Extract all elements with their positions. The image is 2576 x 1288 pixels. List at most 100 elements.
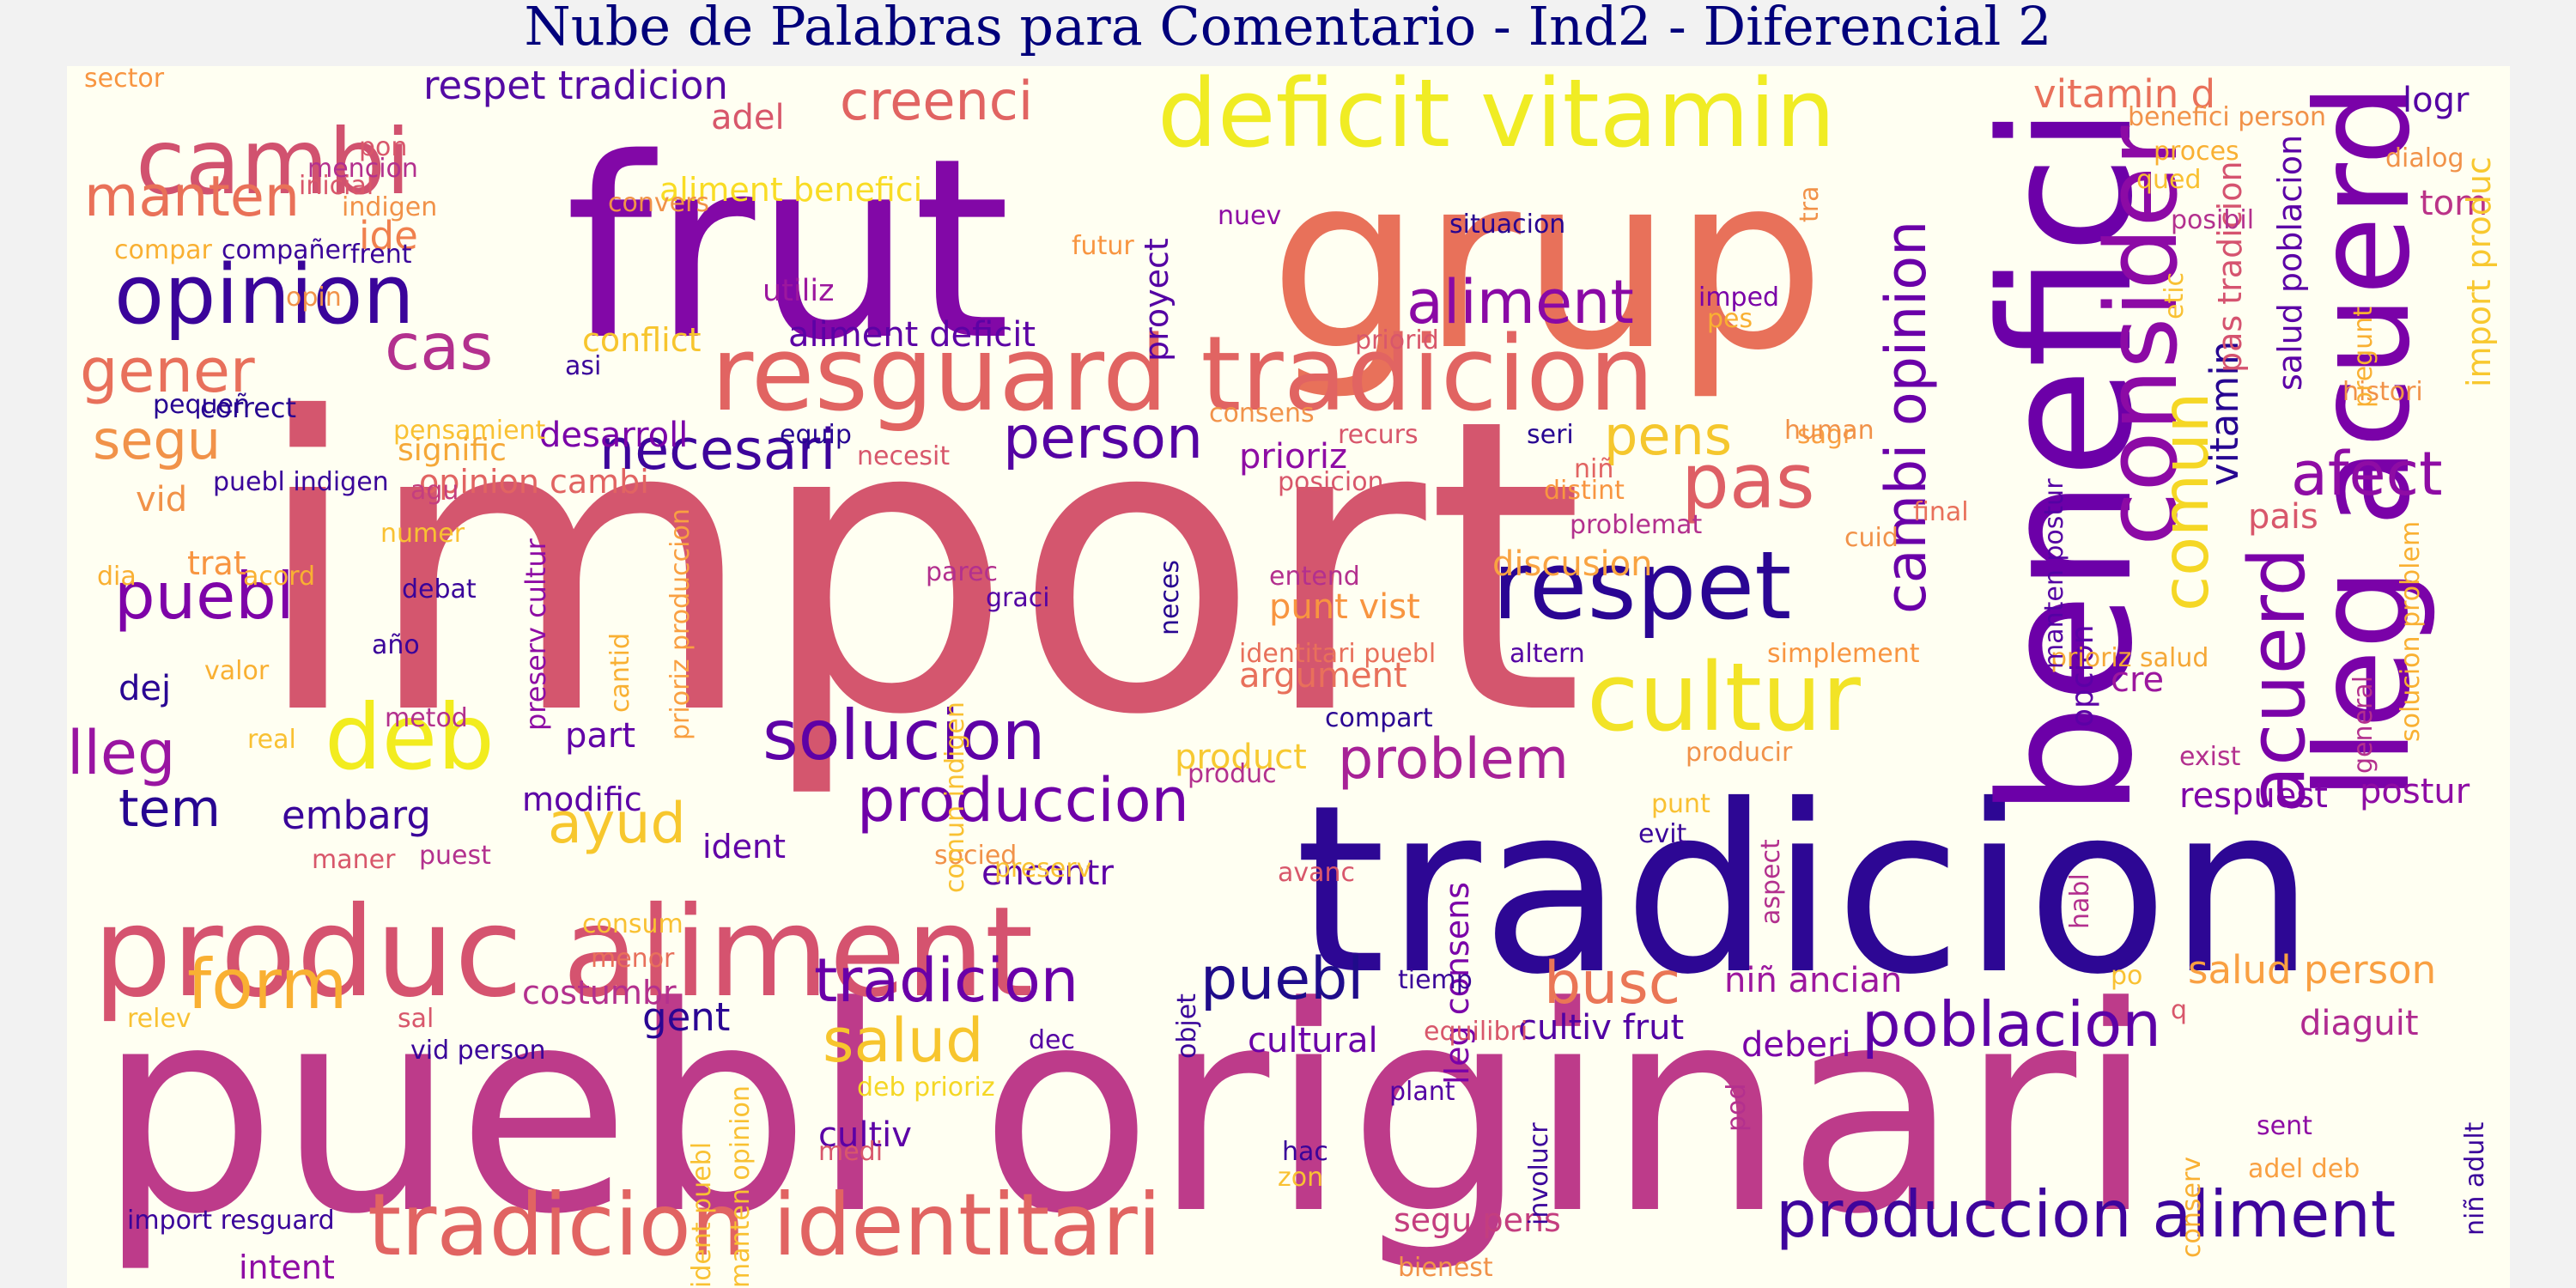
word-manten-opinion: manten opinion [726,1085,756,1288]
word-salud-person: salud person [2188,947,2437,993]
word-respet-tradicion: respet tradicion [423,66,728,108]
word-cuid: cuid [1844,523,1899,553]
word-aliment: aliment [1406,267,1634,337]
word-poblacion: poblacion [1862,988,2161,1060]
word-mencion: mencion [307,154,418,184]
word-exist: exist [2179,742,2241,772]
word-dialog: dialog [2385,143,2464,173]
word-logr: logr [2403,81,2470,120]
word-form: form [187,945,348,1024]
word-pes: pes [1707,304,1753,334]
word-cas: cas [385,309,494,385]
word-situacion: situacion [1449,210,1566,240]
word-tem: tem [118,779,221,839]
word-puest: puest [419,841,491,871]
word-preserv: preserv [994,854,1092,884]
word-maner: maner [312,845,396,875]
word-manten: manten [84,165,301,229]
word-prioriz: prioriz [1239,437,1347,477]
word-opinion: opinion [114,248,415,343]
word-involucr: involucr [1524,1121,1554,1225]
word-produc-aliment: produc aliment [93,880,1034,1025]
word-entend: entend [1269,562,1360,592]
word-solucion-problem: solucion problem [2396,520,2426,743]
word-manten-postur: manten postur [2039,477,2069,669]
chart-title: Nube de Palabras para Comentario - Ind2 … [524,0,2052,58]
word-qued: qued [2136,165,2202,195]
word-priorid: priorid [1355,325,1439,355]
word-adel-deb: adel deb [2248,1154,2360,1184]
word-equilibri: equilibri [1424,1017,1528,1047]
word-prioriz-salud: prioriz salud [2050,643,2209,673]
word-pensamient: pensamient [393,416,546,446]
word-problem: problem [1338,727,1569,792]
word-plant: plant [1389,1077,1455,1107]
word-tradicion-identitari: tradicion identitari [368,1175,1162,1275]
word-final: final [1913,497,1969,527]
word-preserv-cultur: preserv cultur [519,538,552,731]
word-puebl-originari: puebl originari [97,946,2155,1276]
word-agu: agu [410,476,459,506]
word-punt: punt [1651,789,1710,819]
word-zon: zon [1278,1163,1324,1193]
word-pod: pod [1722,1083,1752,1133]
word-deb: deb [325,685,495,790]
word-compart: compart [1325,703,1433,733]
word-equip: equip [780,420,852,450]
word-punt-vist: punt vist [1269,587,1420,627]
word-neces: neces [1155,559,1185,636]
word-cultiv-frut: cultiv frut [1518,1008,1685,1048]
word-import-resguard: import resguard [127,1206,335,1236]
word-menor: menor [591,944,675,974]
word-opinion-cambi: opinion cambi [419,463,649,501]
word-segu-pens: segu pens [1394,1201,1561,1239]
word-q: q [2171,995,2188,1025]
word-solucion: solucion [762,696,1046,775]
word-objet: objet [1172,993,1202,1059]
word-nuev: nuev [1218,201,1282,231]
word-tradicion: tradicion [1295,755,2316,1025]
word-dia: dia [97,562,137,592]
word-bienest: bienest [1398,1253,1493,1283]
word-afect: afect [2291,439,2443,509]
word-respuest: respuest [2179,776,2328,816]
word-desarroll: desarroll [539,416,689,455]
word-signific: signific [398,433,507,468]
word-graci: graci [986,583,1050,613]
word-cre: cre [2111,660,2165,700]
word-modific: modific [522,781,642,818]
word-seri: seri [1527,420,1574,450]
word-busc: busc [1544,950,1681,1018]
word-ident-puebl: ident puebl [687,1141,717,1288]
word-conflict: conflict [582,321,702,359]
word-opin: opin [286,283,342,313]
word-pregunt: pregunt [2348,306,2379,408]
word-companer: compañer [222,235,352,265]
word-problemat: problemat [1570,510,1703,540]
word-salud: salud [823,1005,984,1076]
word-proces: proces [2154,137,2239,167]
word-resguard-tradicion: resguard tradicion [711,315,1655,434]
word-evit: evit [1638,819,1687,849]
word-diaguit: diaguit [2300,1004,2419,1043]
word-cloud: import puebl originari tradicion grup frut be… [67,66,2510,1288]
word-cultural: cultural [1248,1021,1378,1060]
word-consum: consum [582,909,683,939]
word-gent: gent [642,994,731,1040]
word-real: real [247,725,296,755]
word-frent: frent [350,240,412,270]
word-sector: sector [84,66,165,94]
word-import-produc: import produc [2460,155,2498,387]
word-aspect: aspect [1756,838,1786,925]
word-nin-adult: niñ adult [2460,1121,2490,1236]
word-nin-ancian: niñ ancian [1724,961,1903,1000]
word-trat: trat [187,544,246,582]
word-puebl-indigen: puebl indigen [213,467,389,497]
word-cultiv: cultiv [818,1115,912,1155]
word-simplement: simplement [1767,639,1920,669]
word-utiliz: utiliz [762,274,835,308]
word-tom: tom [2420,184,2488,223]
word-dec: dec [1029,1025,1075,1055]
word-postur: postur [2360,772,2470,811]
word-histori: histori [2342,377,2423,407]
